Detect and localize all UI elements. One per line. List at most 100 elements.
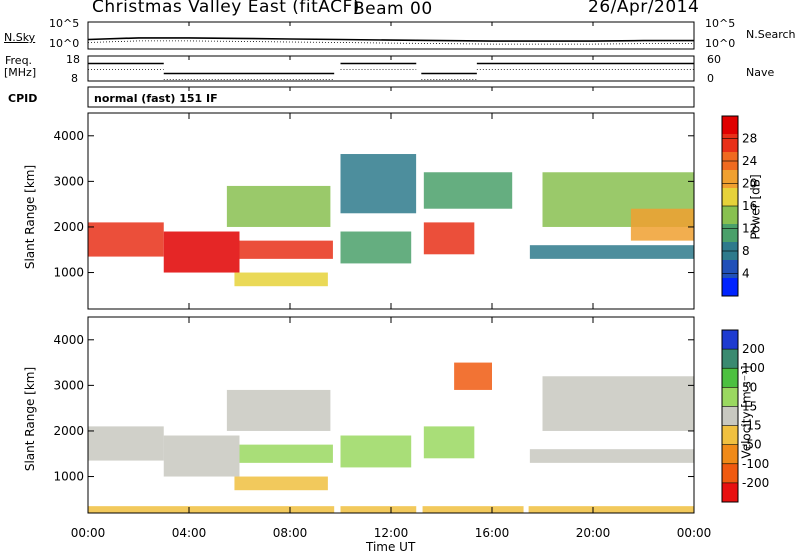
x-tick-label: 20:00 <box>576 526 611 540</box>
colorbar-tick-label: -100 <box>742 457 769 471</box>
nave-tick-top: 60 <box>707 53 721 66</box>
colorbar-tick-label: 16 <box>742 199 757 213</box>
nsky-label: N.Sky <box>4 31 36 44</box>
colorbar-tick-label: -50 <box>742 438 762 452</box>
mode-label: normal (fast) 151 IF <box>94 92 218 105</box>
colorbar-tick-label: 28 <box>742 132 757 146</box>
velocity-colorbar-label: Velocity [m s⁻¹] <box>739 365 754 459</box>
colorbar-swatch <box>722 206 738 224</box>
colorbar-tick-label: 12 <box>742 222 757 236</box>
colorbar-tick-label: 24 <box>742 154 757 168</box>
velocity-colorbar: 200 100 50 15 -15 -50 -100 -200 <box>721 329 769 503</box>
y-tick-label: 3000 <box>53 378 84 392</box>
heatmap-cell <box>234 476 328 491</box>
y-tick-label: 1000 <box>53 470 84 484</box>
y-tick-label: 2000 <box>53 220 84 234</box>
colorbar-tick-label: 50 <box>742 380 757 394</box>
heatmap-cell <box>163 435 240 477</box>
nsearch-line <box>87 40 694 45</box>
colorbar-swatch <box>722 482 738 502</box>
freq-unit-label: [MHz] <box>4 66 37 79</box>
heatmap-cell <box>454 362 492 390</box>
colorbar-swatch <box>722 170 738 188</box>
freq-tick-top: 18 <box>66 53 80 66</box>
heatmap-cell <box>340 435 412 468</box>
chart-title: Christmas Valley East (fitACF) <box>92 0 360 17</box>
colorbar-tick-label: 15 <box>742 399 757 413</box>
colorbar-swatch <box>722 330 738 350</box>
axes: 00:00 04:00 08:00 12:00 16:00 20:00 00:00 4000 4… <box>53 22 711 540</box>
power-y-axis-label: Slant Range [km] <box>23 164 38 270</box>
colorbar-frame <box>721 329 739 503</box>
velocity-y-axis-label: Slant Range [km] <box>23 366 38 472</box>
colorbar-swatch <box>722 406 738 426</box>
colorbar-swatch <box>722 134 738 152</box>
colorbar-swatch <box>722 260 738 278</box>
nsearch-tick-bottom: 10^0 <box>705 37 736 50</box>
x-tick-label: 04:00 <box>172 526 207 540</box>
data-gap <box>334 317 341 513</box>
frequency-series <box>88 62 694 80</box>
y-tick-label: 4000 <box>53 333 84 347</box>
power-heatmap <box>88 113 694 309</box>
cpid-label: CPID <box>8 92 38 105</box>
x-axis-label: Time UT <box>366 540 416 554</box>
freq-tick-bottom: 8 <box>71 72 78 85</box>
colorbar-tick-label: 4 <box>742 267 750 281</box>
colorbar-swatch <box>722 425 738 445</box>
nsky-tick-bottom: 10^0 <box>49 37 80 50</box>
colorbar-swatch <box>722 278 738 296</box>
heatmap-cell <box>529 449 694 463</box>
heatmap-cell <box>423 426 475 459</box>
nsearch-tick-top: 10^5 <box>705 17 736 30</box>
colorbar-swatch <box>722 368 738 388</box>
beam-label: Beam 00 <box>353 0 433 19</box>
x-tick-label: 00:00 <box>71 526 106 540</box>
date-label: 26/Apr/2014 <box>588 0 700 17</box>
heatmap-cell <box>340 154 417 214</box>
data-gap <box>416 113 423 309</box>
freq-label: Freq. <box>5 54 33 67</box>
y-tick-label: 4000 <box>53 129 84 143</box>
x-tick-label: 12:00 <box>374 526 409 540</box>
nsky-line <box>87 37 694 42</box>
data-gap <box>334 113 341 309</box>
velocity-heatmap <box>88 317 694 513</box>
power-colorbar: 28 24 20 16 12 8 4 <box>721 115 757 297</box>
y-tick-label: 3000 <box>53 174 84 188</box>
heatmap-cell <box>239 240 333 259</box>
noise-series <box>87 37 694 45</box>
data-gap <box>523 113 529 309</box>
colorbar-tick-label: 8 <box>742 244 750 258</box>
colorbar-swatch <box>722 188 738 206</box>
colorbar-swatch <box>722 444 738 464</box>
colorbar-tick-label: -15 <box>742 419 762 433</box>
colorbar-tick-label: 200 <box>742 342 765 356</box>
colorbar-swatch <box>722 463 738 483</box>
heatmap-cell <box>226 389 331 431</box>
x-tick-label: 08:00 <box>273 526 308 540</box>
heatmap-cell <box>340 231 412 264</box>
colorbar-swatch <box>722 224 738 242</box>
heatmap-cell <box>163 231 240 273</box>
colorbar-swatch <box>722 387 738 407</box>
data-gap <box>523 317 529 513</box>
colorbar-tick-label: -200 <box>742 476 769 490</box>
nsky-tick-top: 10^5 <box>49 17 80 30</box>
heatmap-cell <box>88 222 164 257</box>
heatmap-cell <box>239 444 333 463</box>
colorbar-tick-label: 20 <box>742 177 757 191</box>
colorbar-swatch <box>722 349 738 369</box>
data-gap <box>416 317 423 513</box>
heatmap-cell <box>226 185 331 227</box>
y-tick-label: 2000 <box>53 424 84 438</box>
heatmap-cell <box>423 222 475 255</box>
x-tick-label: 16:00 <box>475 526 510 540</box>
y-tick-label: 1000 <box>53 266 84 280</box>
nave-label: Nave <box>746 66 775 79</box>
heatmap-cell <box>423 172 513 209</box>
heatmap-cell <box>88 426 164 461</box>
x-tick-label: 00:00 <box>677 526 712 540</box>
colorbar-swatch <box>722 116 738 134</box>
